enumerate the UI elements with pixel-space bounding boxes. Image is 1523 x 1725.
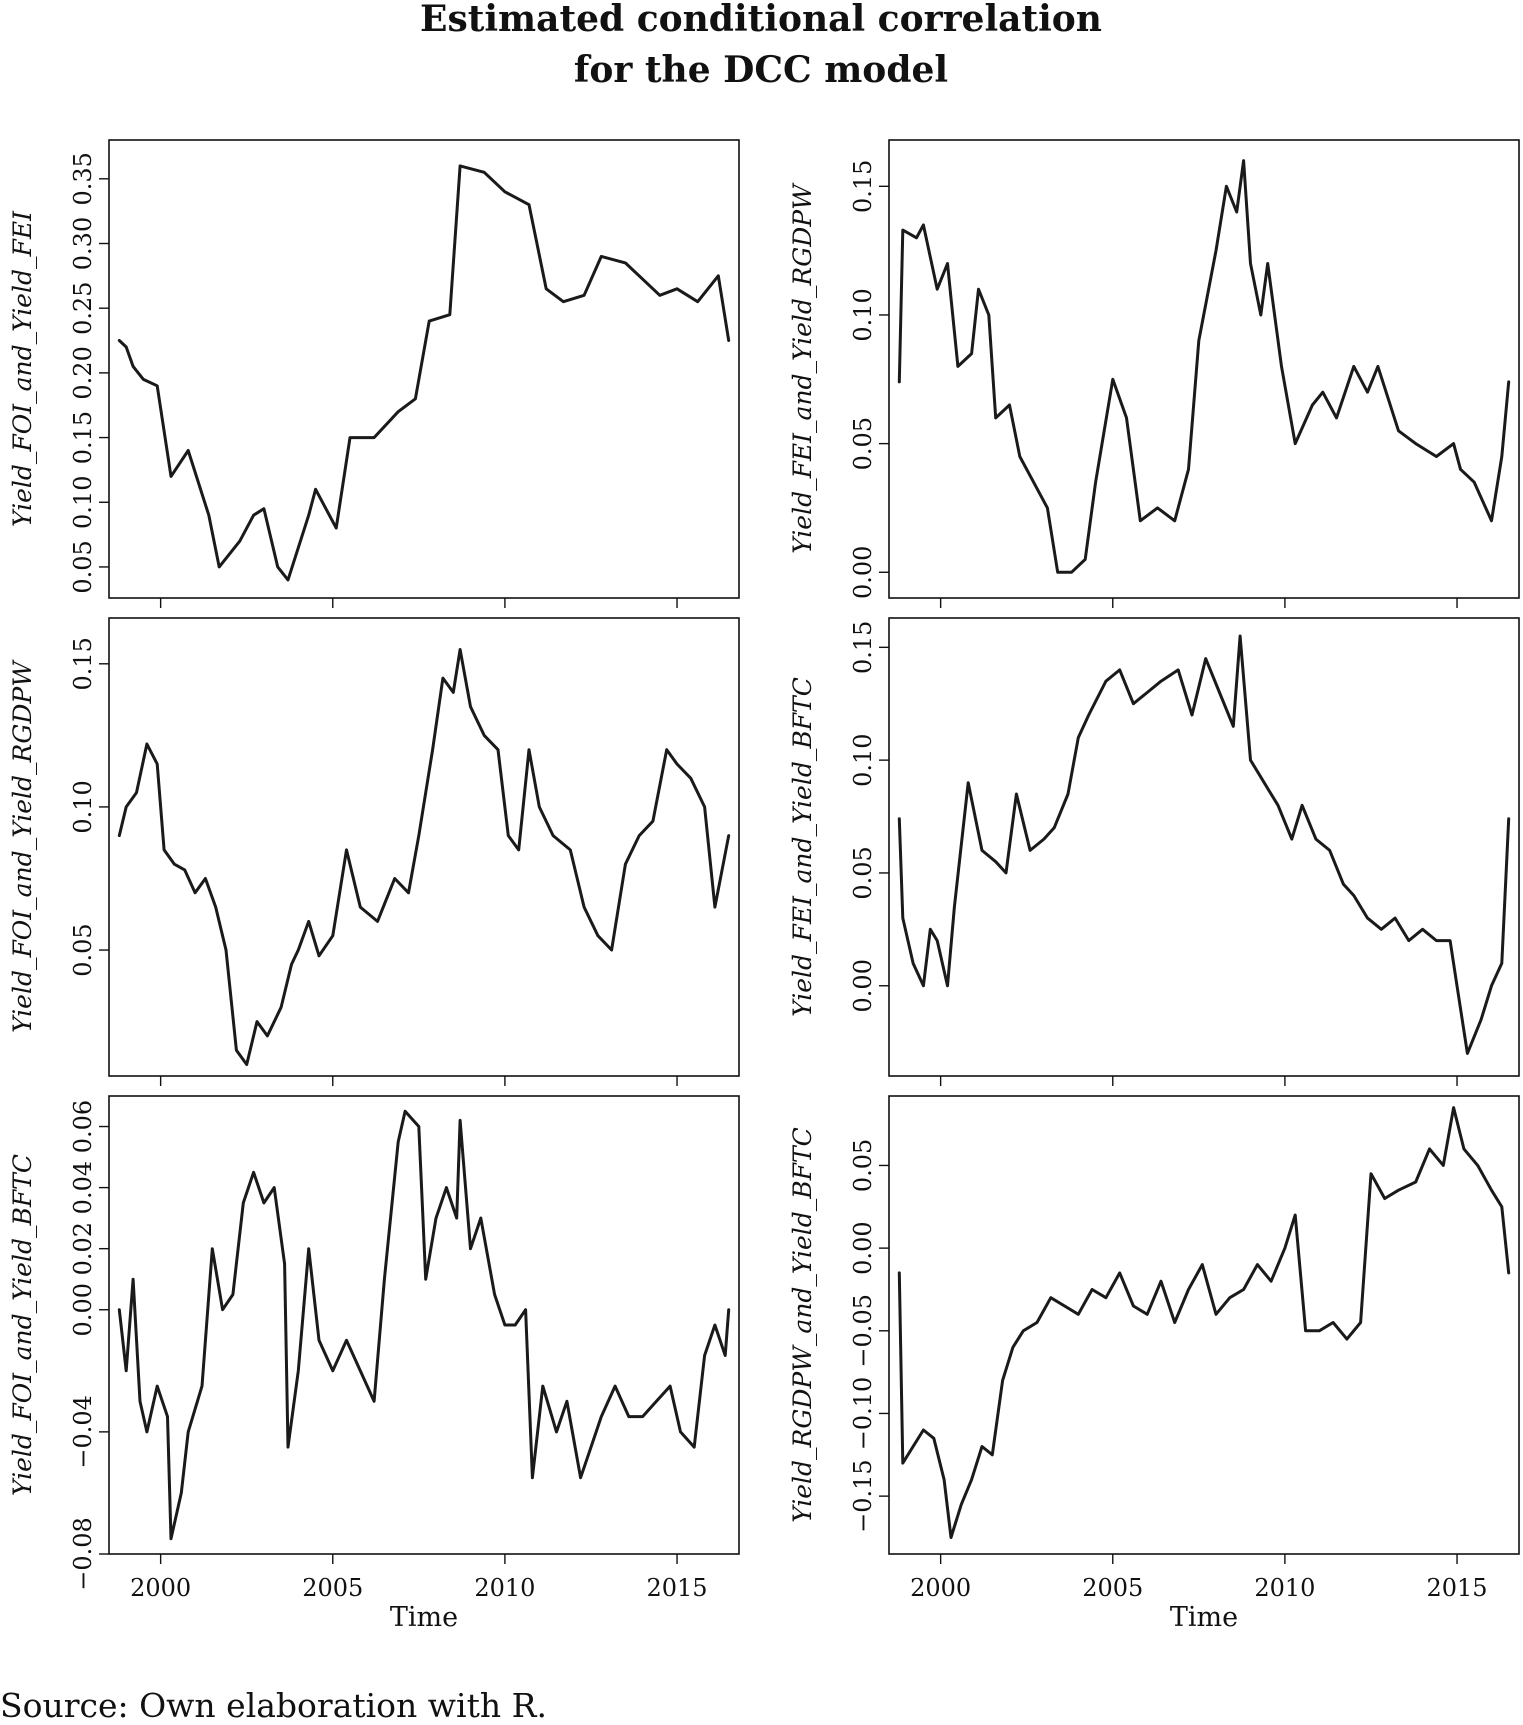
y-tick-label: 0.02	[69, 1222, 97, 1275]
series-line	[897, 1106, 1511, 1539]
panel-4: 0.00 0.05 0.10 0.15 Yield_FEI_and_Yield_BFTC	[788, 617, 1520, 1086]
panel-1: 0.05 0.10 0.15 0.20 0.25 0.30 0.35 Yield_FOI_an…	[8, 139, 740, 608]
plot-frame	[888, 1095, 1520, 1555]
series-line	[897, 634, 1511, 1055]
x-tick-label: 2010	[474, 1574, 535, 1602]
y-tick-label: 0.00	[69, 1283, 97, 1336]
x-axis-label: Time	[390, 1602, 458, 1633]
plot-frame	[108, 139, 740, 599]
y-axis-label: Yield_RGDPW_and_Yield_BFTC	[788, 1127, 817, 1523]
plot-frame	[888, 617, 1520, 1077]
y-tick-label: 0.05	[849, 1139, 877, 1192]
plot-frame	[108, 1095, 740, 1555]
y-tick-label: 0.00	[849, 959, 877, 1012]
x-tick-label: 2015	[1426, 1574, 1487, 1602]
y-tick-label: 0.10	[849, 288, 877, 341]
x-tick-label: 2010	[1254, 1574, 1315, 1602]
y-axis-label: Yield_FOI_and_Yield_FEI	[8, 210, 37, 527]
x-tick-label: 2005	[302, 1574, 363, 1602]
plot-frame	[108, 617, 740, 1077]
y-axis-label: Yield_FOI_and_Yield_RGDPW	[8, 659, 37, 1033]
y-axis-label: Yield_FEI_and_Yield_BFTC	[788, 677, 817, 1017]
x-axis-label: Time	[1170, 1602, 1238, 1633]
source-note: Source: Own elaboration with R.	[0, 1686, 547, 1725]
chart-panels: 0.05 0.10 0.15 0.20 0.25 0.30 0.35 Yield_FOI_an…	[8, 139, 1520, 1633]
y-tick-label: 0.00	[849, 1221, 877, 1274]
y-tick-label: −0.05	[849, 1294, 877, 1368]
y-tick-label: 0.25	[69, 281, 97, 334]
y-tick-label: 0.10	[69, 780, 97, 833]
y-tick-label: 0.10	[849, 733, 877, 786]
panel-2: 0.00 0.05 0.10 0.15 Yield_FEI_and_Yield_RGDP…	[788, 139, 1520, 608]
y-tick-label: 0.06	[69, 1100, 97, 1153]
panel-6: −0.15 −0.10 −0.05 0.00 0.05 2000 2005 2010 2015 Y…	[788, 1095, 1520, 1633]
y-tick-label: −0.08	[69, 1517, 97, 1591]
x-tick-label: 2015	[646, 1574, 707, 1602]
x-tick-label: 2000	[910, 1574, 971, 1602]
y-tick-label: 0.05	[849, 417, 877, 470]
series-line	[117, 1109, 731, 1541]
plot-frame	[888, 139, 1520, 599]
y-tick-label: 0.35	[69, 152, 97, 205]
y-tick-label: 0.04	[69, 1161, 97, 1214]
figure-title-line-1: Estimated conditional correlation	[420, 0, 1102, 40]
y-tick-label: 0.30	[69, 217, 97, 270]
y-tick-label: −0.15	[849, 1459, 877, 1533]
y-tick-label: 0.05	[69, 540, 97, 593]
y-axis-label: Yield_FOI_and_Yield_BFTC	[8, 1154, 37, 1496]
y-axis-label: Yield_FEI_and_Yield_RGDPW	[788, 182, 817, 554]
y-tick-label: 0.05	[69, 923, 97, 976]
series-line	[897, 159, 1511, 574]
y-tick-label: 0.15	[849, 160, 877, 213]
y-tick-label: 0.15	[69, 411, 97, 464]
series-line	[117, 648, 731, 1066]
panel-5: −0.08 −0.04 0.00 0.02 0.04 0.06 2000 2005 2010 20…	[8, 1095, 740, 1633]
y-tick-label: 0.20	[69, 346, 97, 399]
x-tick-label: 2005	[1082, 1574, 1143, 1602]
panel-3: 0.05 0.10 0.15 Yield_FOI_and_Yield_RGDPW	[8, 617, 740, 1086]
figure-title-line-2: for the DCC model	[574, 49, 948, 91]
series-line	[117, 164, 731, 582]
x-tick-label: 2000	[130, 1574, 191, 1602]
y-tick-label: −0.10	[849, 1377, 877, 1451]
y-tick-label: 0.15	[69, 637, 97, 690]
y-tick-label: 0.00	[849, 546, 877, 599]
y-tick-label: 0.10	[69, 476, 97, 529]
y-tick-label: 0.15	[849, 621, 877, 674]
y-tick-label: 0.05	[849, 846, 877, 899]
y-tick-label: −0.04	[69, 1395, 97, 1469]
